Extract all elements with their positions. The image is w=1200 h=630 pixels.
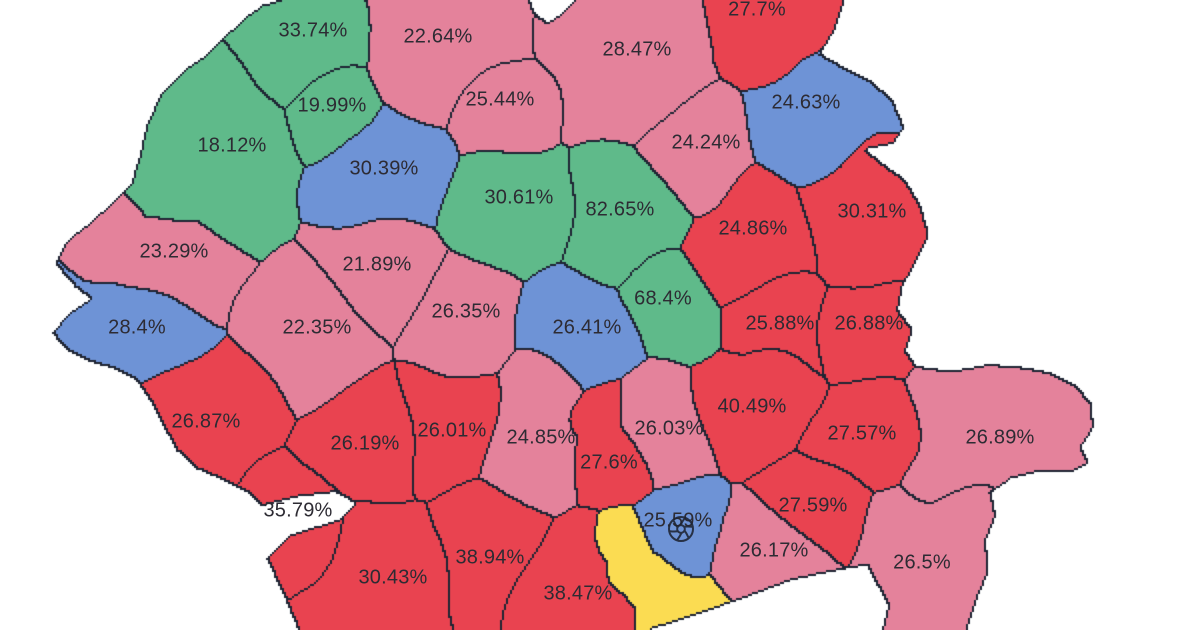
romania-choropleth-map: 33.74% 22.64% 28.47% 27.7% 19.99% 25.44% 24.63… xyxy=(0,0,1200,630)
map-canvas xyxy=(0,0,1200,630)
